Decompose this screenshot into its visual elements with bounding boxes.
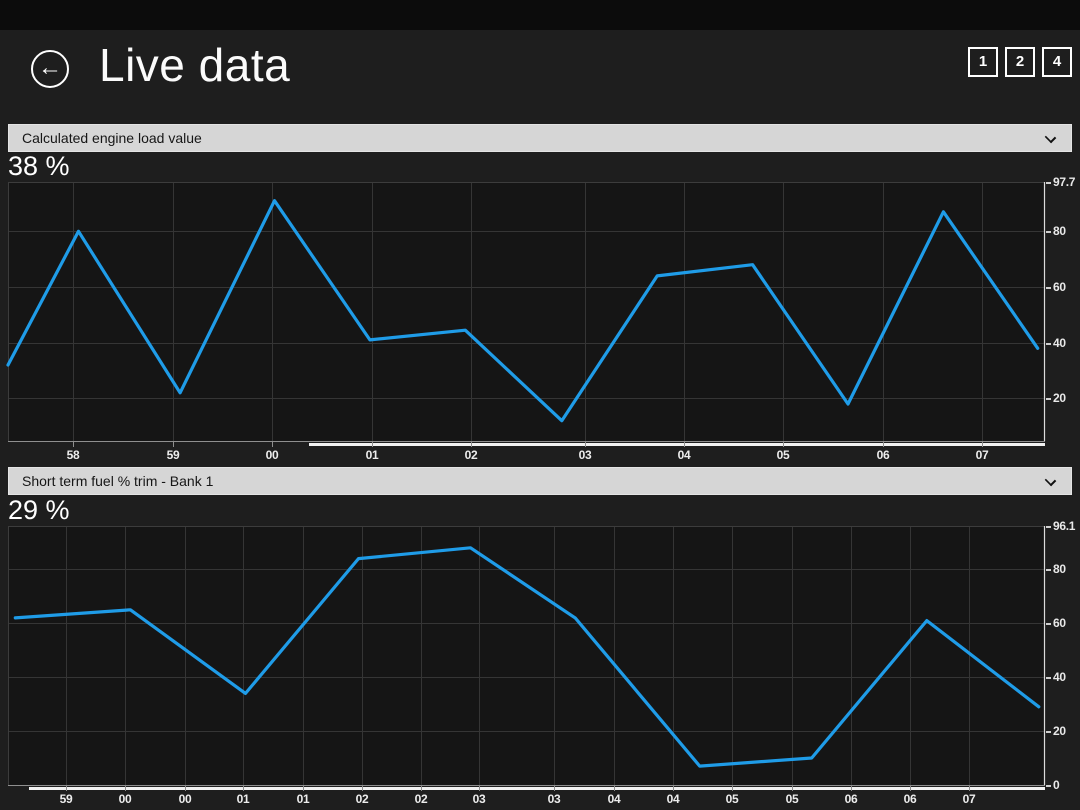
x-tick-label: 01 [296, 792, 310, 806]
x-tick-mark [372, 442, 373, 447]
x-tick-mark [684, 442, 685, 447]
data-line [13, 546, 1041, 768]
x-tick-label: 02 [464, 448, 478, 462]
x-tick-label: 03 [578, 448, 592, 462]
x-tick-label: 07 [962, 792, 976, 806]
x-tick-label: 00 [118, 792, 132, 806]
x-tick-mark [732, 786, 733, 791]
x-tick-label: 58 [66, 448, 80, 462]
chart-count-buttons: 1 2 4 [968, 47, 1072, 77]
x-tick-mark [883, 442, 884, 447]
x-tick-mark [851, 786, 852, 791]
pid-dropdown-fuel-trim[interactable]: Short term fuel % trim - Bank 1 [8, 467, 1072, 495]
x-axis-line [8, 441, 1045, 442]
x-tick-label: 03 [547, 792, 561, 806]
x-axis-scroll-segment[interactable] [309, 443, 1045, 446]
y-tick-label: 20 [1046, 391, 1066, 405]
x-tick-mark [272, 442, 273, 447]
x-tick-label: 01 [236, 792, 250, 806]
back-button[interactable]: ← [31, 50, 69, 88]
x-tick-label: 04 [607, 792, 621, 806]
chevron-down-icon [1044, 474, 1057, 487]
chart-count-button-1[interactable]: 1 [968, 47, 998, 77]
x-tick-mark [982, 442, 983, 447]
x-tick-mark [73, 442, 74, 447]
data-line [6, 199, 1040, 423]
x-tick-label: 06 [903, 792, 917, 806]
x-tick-mark [783, 442, 784, 447]
y-tick-label: 97.7 [1046, 175, 1075, 189]
x-tick-mark [243, 786, 244, 791]
dropdown-selected-label: Short term fuel % trim - Bank 1 [22, 473, 214, 489]
x-tick-mark [673, 786, 674, 791]
x-tick-label: 06 [844, 792, 858, 806]
x-tick-mark [585, 442, 586, 447]
x-tick-mark [125, 786, 126, 791]
y-tick-label: 96.1 [1046, 519, 1075, 533]
x-tick-mark [421, 786, 422, 791]
x-tick-label: 07 [975, 448, 989, 462]
x-tick-label: 00 [265, 448, 279, 462]
line-chart-fuel-trim: 59 00 00 01 01 02 02 03 03 04 04 05 05 06 06 07 96.1 80 60… [8, 519, 1075, 806]
x-tick-label: 04 [677, 448, 691, 462]
x-tick-mark [66, 786, 67, 791]
y-tick-label: 40 [1046, 336, 1066, 350]
x-tick-label: 04 [666, 792, 680, 806]
chart-count-button-4[interactable]: 4 [1042, 47, 1072, 77]
page-title: Live data [99, 39, 291, 91]
x-tick-label: 03 [472, 792, 486, 806]
x-tick-label: 59 [166, 448, 180, 462]
dropdown-selected-label: Calculated engine load value [22, 130, 202, 146]
line-chart-engine-load: 58 59 00 01 02 03 04 05 06 07 97.7 80 60 40 20 [6, 175, 1075, 462]
current-value-engine-load: 38 % [8, 151, 70, 181]
chart-plot-svg [6, 182, 1046, 441]
x-axis-line [8, 785, 1045, 786]
x-tick-label: 02 [355, 792, 369, 806]
chart-count-button-2[interactable]: 2 [1005, 47, 1035, 77]
x-tick-label: 05 [776, 448, 790, 462]
x-tick-mark [969, 786, 970, 791]
x-tick-mark [173, 442, 174, 447]
x-tick-label: 01 [365, 448, 379, 462]
x-tick-label: 59 [59, 792, 73, 806]
x-tick-mark [554, 786, 555, 791]
x-tick-mark [792, 786, 793, 791]
pid-dropdown-engine-load[interactable]: Calculated engine load value [8, 124, 1072, 152]
x-tick-label: 05 [725, 792, 739, 806]
x-tick-label: 06 [876, 448, 890, 462]
x-tick-mark [614, 786, 615, 791]
y-tick-label: 80 [1046, 562, 1066, 576]
x-tick-mark [362, 786, 363, 791]
top-strip [0, 0, 1080, 30]
x-axis-scroll-segment[interactable] [29, 787, 1045, 790]
back-arrow-icon: ← [38, 54, 62, 81]
y-tick-label: 60 [1046, 616, 1066, 630]
x-tick-label: 00 [178, 792, 192, 806]
x-tick-mark [185, 786, 186, 791]
x-tick-mark [910, 786, 911, 791]
chart-plot-svg [8, 526, 1046, 785]
x-tick-label: 02 [414, 792, 428, 806]
y-tick-label: 40 [1046, 670, 1066, 684]
y-tick-label: 80 [1046, 224, 1066, 238]
x-tick-label: 05 [785, 792, 799, 806]
y-tick-label: 20 [1046, 724, 1066, 738]
y-tick-label: 0 [1046, 778, 1060, 792]
x-tick-mark [471, 442, 472, 447]
y-tick-label: 60 [1046, 280, 1066, 294]
x-tick-mark [303, 786, 304, 791]
x-tick-mark [479, 786, 480, 791]
current-value-fuel-trim: 29 % [8, 495, 70, 525]
chevron-down-icon [1044, 131, 1057, 144]
